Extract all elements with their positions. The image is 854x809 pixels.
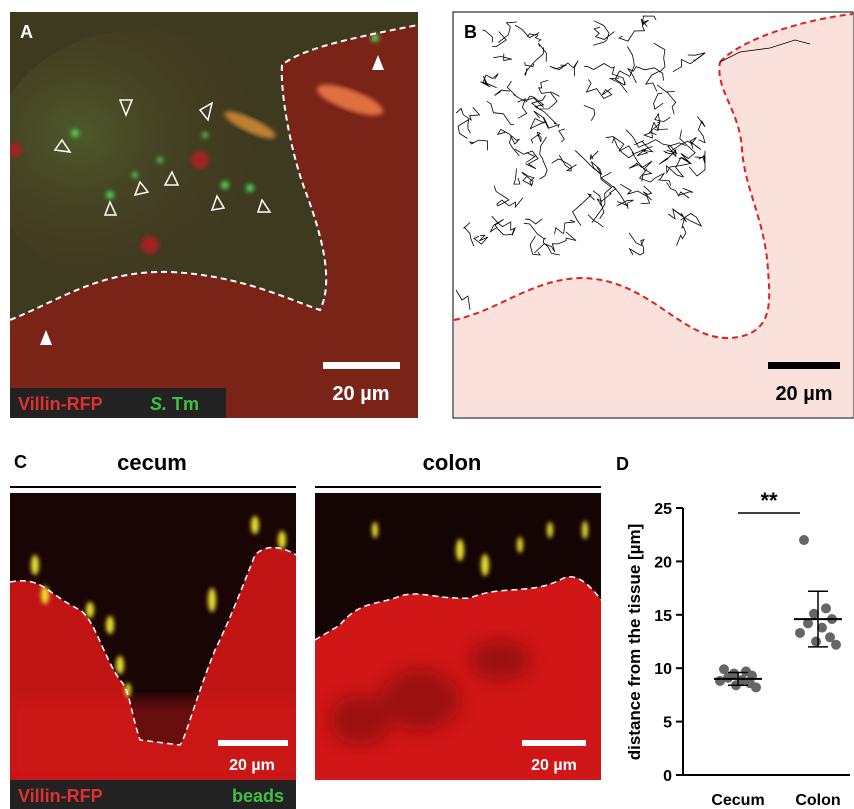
cecum-image (10, 493, 296, 780)
scale-bar (522, 740, 586, 746)
data-point (795, 628, 805, 638)
y-axis-title: distance from the tissue [µm] (625, 524, 644, 761)
data-point (811, 637, 821, 647)
legend-label: beads (232, 786, 284, 806)
column-title: colon (423, 450, 482, 475)
legend-label: Tm (172, 394, 199, 414)
panel-label: A (20, 22, 33, 42)
scale-bar-label: 20 µm (332, 383, 389, 405)
x-tick-label: Colon (795, 792, 840, 809)
y-tick-label: 5 (663, 715, 672, 732)
y-tick-label: 0 (663, 768, 672, 785)
scale-bar-label: 20 µm (229, 757, 275, 774)
chart: 0 5 10 15 20 25 Cecum Colon ** (654, 488, 850, 809)
scale-bar (768, 362, 840, 369)
y-tick-label: 20 (654, 554, 672, 571)
legend-label: Villin-RFP (18, 786, 103, 806)
column-title: cecum (117, 450, 187, 475)
scale-bar-label: 20 µm (531, 757, 577, 774)
data-point (719, 664, 729, 674)
data-point (831, 640, 841, 650)
data-point (751, 682, 761, 692)
colon-image (315, 493, 601, 780)
panel-label: C (14, 452, 27, 472)
significance-label: ** (760, 488, 778, 513)
data-point (715, 676, 725, 686)
data-point (821, 603, 831, 613)
x-tick-label: Cecum (711, 792, 764, 809)
figure: A 20 µm Villin-RFP S. Tm B 20 µm C cecum… (0, 0, 854, 809)
panel-label: B (464, 22, 477, 42)
panel-label: D (616, 454, 629, 474)
legend-label: S. (150, 394, 167, 414)
scale-bar (323, 362, 400, 369)
panel-a-image (0, 12, 418, 418)
y-tick-label: 25 (654, 501, 672, 518)
y-tick-label: 10 (654, 661, 672, 678)
data-point (799, 535, 809, 545)
scale-bar-label: 20 µm (775, 383, 832, 405)
legend-label: Villin-RFP (18, 394, 103, 414)
y-tick-label: 15 (654, 608, 672, 625)
scale-bar (218, 740, 288, 746)
